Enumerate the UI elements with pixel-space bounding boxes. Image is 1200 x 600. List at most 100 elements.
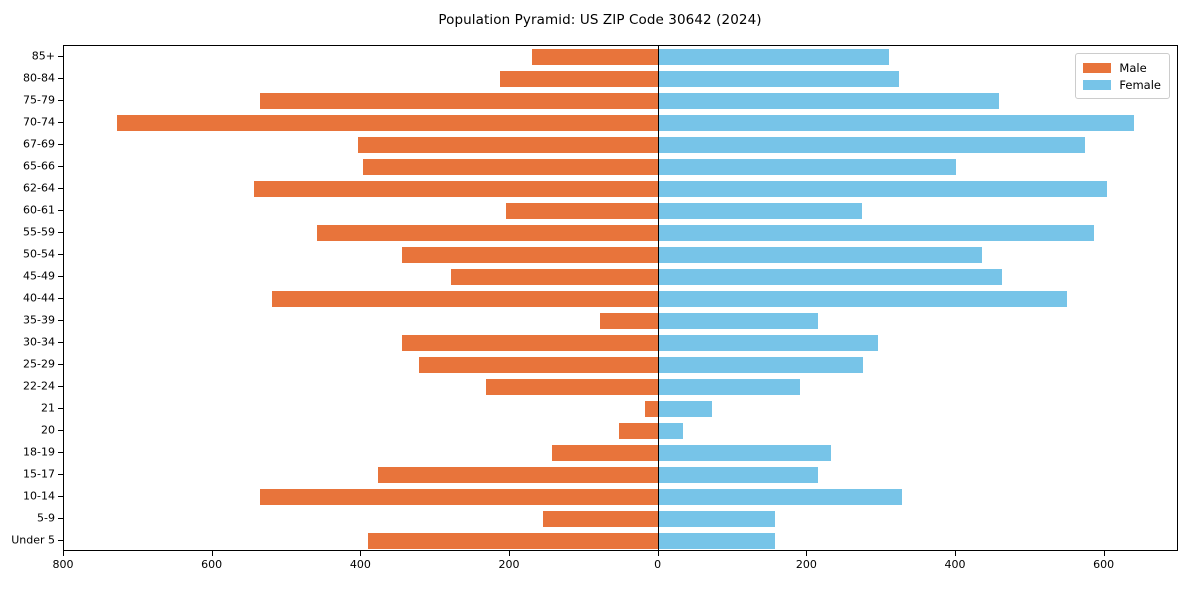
y-tick-mark bbox=[58, 254, 63, 255]
chart-title: Population Pyramid: US ZIP Code 30642 (2… bbox=[438, 12, 762, 28]
bar-male[interactable] bbox=[645, 401, 659, 417]
bar-group bbox=[64, 335, 1177, 351]
bar-female[interactable] bbox=[658, 401, 713, 417]
x-tick-mark bbox=[509, 551, 510, 556]
y-tick-mark bbox=[58, 210, 63, 211]
bar-female[interactable] bbox=[658, 423, 684, 439]
bar-female[interactable] bbox=[658, 203, 862, 219]
bar-female[interactable] bbox=[658, 137, 1085, 153]
bar-male[interactable] bbox=[506, 203, 659, 219]
x-tick-label: 800 bbox=[52, 558, 74, 571]
bar-male[interactable] bbox=[402, 335, 659, 351]
y-tick-label: 25-29 bbox=[23, 357, 55, 371]
bar-male[interactable] bbox=[377, 467, 659, 483]
bar-male[interactable] bbox=[486, 379, 659, 395]
x-tick-mark bbox=[1103, 551, 1105, 556]
bar-male[interactable] bbox=[552, 445, 659, 461]
y-tick-label: 50-54 bbox=[23, 247, 55, 261]
bar-group bbox=[64, 247, 1177, 263]
x-tick-mark bbox=[955, 551, 956, 556]
y-tick-label: 45-49 bbox=[23, 269, 55, 283]
bar-male[interactable] bbox=[368, 533, 659, 549]
bar-male[interactable] bbox=[362, 159, 659, 175]
bar-female[interactable] bbox=[658, 313, 819, 329]
bar-male[interactable] bbox=[317, 225, 659, 241]
chart-legend[interactable]: Male Female bbox=[1075, 53, 1170, 99]
y-tick-mark bbox=[58, 342, 63, 343]
x-tick-label: 200 bbox=[498, 558, 520, 571]
bar-male[interactable] bbox=[260, 489, 659, 505]
bar-male[interactable] bbox=[450, 269, 659, 285]
bar-female[interactable] bbox=[658, 159, 956, 175]
bar-female[interactable] bbox=[658, 291, 1068, 307]
legend-item-male[interactable]: Male bbox=[1083, 59, 1161, 76]
bar-male[interactable] bbox=[531, 49, 659, 65]
y-tick-mark bbox=[58, 188, 63, 189]
bar-female[interactable] bbox=[658, 49, 890, 65]
y-tick-label: 65-66 bbox=[23, 159, 55, 173]
x-tick-label: 0 bbox=[654, 558, 662, 571]
bar-female[interactable] bbox=[658, 247, 982, 263]
legend-item-female[interactable]: Female bbox=[1083, 76, 1161, 93]
x-tick-label: 200 bbox=[795, 558, 817, 571]
x-tick-mark bbox=[806, 551, 808, 556]
y-tick-mark bbox=[58, 518, 63, 519]
bar-female[interactable] bbox=[658, 379, 800, 395]
y-tick-label: 60-61 bbox=[23, 203, 55, 217]
bar-group bbox=[64, 423, 1177, 439]
bar-female[interactable] bbox=[658, 181, 1107, 197]
y-tick-label: Under 5 bbox=[11, 533, 55, 547]
bar-female[interactable] bbox=[658, 467, 819, 483]
bar-female[interactable] bbox=[658, 115, 1135, 131]
bar-group bbox=[64, 203, 1177, 219]
bar-female[interactable] bbox=[658, 489, 902, 505]
bar-female[interactable] bbox=[658, 445, 832, 461]
bar-male[interactable] bbox=[116, 115, 659, 131]
y-tick-label: 80-84 bbox=[23, 71, 55, 85]
bar-female[interactable] bbox=[658, 225, 1094, 241]
y-tick-label: 15-17 bbox=[23, 467, 55, 481]
y-tick-label: 85+ bbox=[31, 49, 55, 63]
bar-male[interactable] bbox=[599, 313, 659, 329]
bar-group bbox=[64, 159, 1177, 175]
bar-group bbox=[64, 379, 1177, 395]
y-tick-label: 62-64 bbox=[23, 181, 55, 195]
bar-female[interactable] bbox=[658, 335, 878, 351]
x-tick-mark bbox=[360, 551, 362, 556]
y-tick-label: 75-79 bbox=[23, 93, 55, 107]
bar-female[interactable] bbox=[658, 269, 1003, 285]
bar-group bbox=[64, 291, 1177, 307]
y-tick-mark bbox=[58, 232, 63, 233]
bar-male[interactable] bbox=[419, 357, 659, 373]
y-tick-label: 30-34 bbox=[23, 335, 55, 349]
bar-male[interactable] bbox=[543, 511, 659, 527]
bar-male[interactable] bbox=[253, 181, 659, 197]
bar-male[interactable] bbox=[260, 93, 659, 109]
bar-male[interactable] bbox=[358, 137, 659, 153]
x-tick-mark bbox=[63, 551, 64, 556]
bar-female[interactable] bbox=[658, 511, 776, 527]
bar-female[interactable] bbox=[658, 93, 1000, 109]
y-tick-mark bbox=[58, 56, 63, 57]
bar-male[interactable] bbox=[402, 247, 659, 263]
y-tick-mark bbox=[58, 100, 63, 101]
bar-group bbox=[64, 511, 1177, 527]
bar-female[interactable] bbox=[658, 357, 864, 373]
y-tick-mark bbox=[58, 430, 63, 431]
y-tick-label: 22-24 bbox=[23, 379, 55, 393]
bar-female[interactable] bbox=[658, 533, 776, 549]
y-tick-mark bbox=[58, 386, 63, 387]
bar-female[interactable] bbox=[658, 71, 899, 87]
y-tick-mark bbox=[58, 474, 63, 475]
bar-male[interactable] bbox=[272, 291, 659, 307]
bar-group bbox=[64, 115, 1177, 131]
bar-male[interactable] bbox=[499, 71, 659, 87]
bar-group bbox=[64, 269, 1177, 285]
x-tick-mark bbox=[657, 551, 659, 556]
bar-male[interactable] bbox=[619, 423, 659, 439]
bar-group bbox=[64, 357, 1177, 373]
bar-group bbox=[64, 489, 1177, 505]
y-tick-label: 67-69 bbox=[23, 137, 55, 151]
bar-group bbox=[64, 225, 1177, 241]
